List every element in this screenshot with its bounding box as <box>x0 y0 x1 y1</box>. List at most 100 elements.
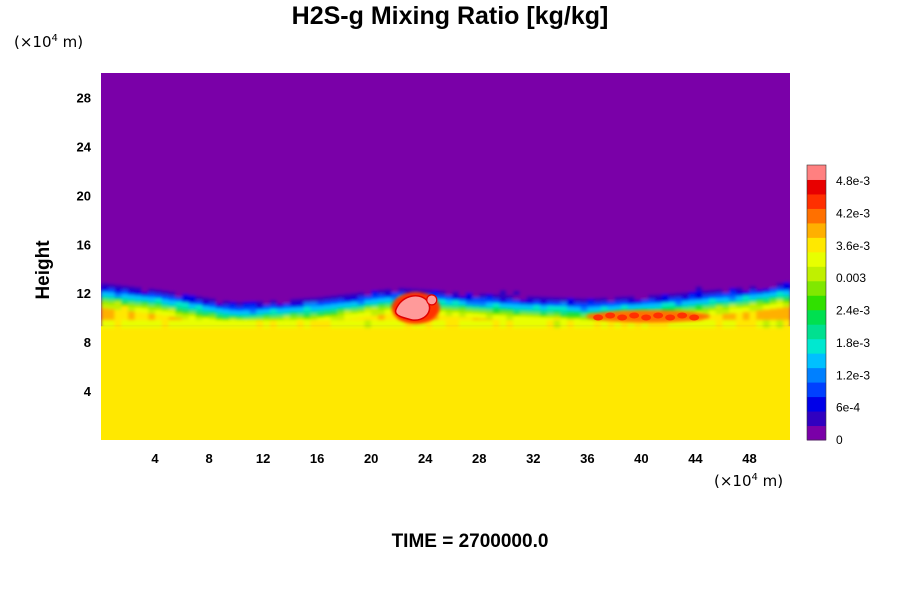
field-cell <box>749 294 757 300</box>
field-cell <box>242 297 251 303</box>
field-cell <box>526 304 534 310</box>
colorbar-swatch <box>807 382 826 398</box>
field-cell <box>675 292 683 298</box>
field-cell <box>377 320 386 329</box>
spot-fleck <box>653 312 664 319</box>
field-cell <box>499 314 507 321</box>
field-cell <box>283 320 291 329</box>
field-cell <box>438 299 447 305</box>
field-cell <box>256 309 264 315</box>
field-cell <box>155 285 163 291</box>
field-cell <box>540 300 548 306</box>
field-cell <box>614 296 622 302</box>
field-cell <box>722 297 730 303</box>
field-cell <box>323 304 332 310</box>
field-cell <box>708 320 717 329</box>
colorbar-swatch <box>807 411 826 427</box>
field-cell <box>492 290 501 295</box>
field-cell <box>519 304 528 310</box>
field-cell <box>681 305 690 310</box>
field-cell <box>195 296 203 302</box>
field-cell <box>729 313 737 321</box>
field-cell <box>506 295 514 301</box>
field-cell <box>269 308 278 314</box>
field-cell <box>195 316 203 322</box>
field-cell <box>249 317 257 323</box>
field-cell <box>722 284 730 290</box>
field-cell <box>553 293 561 298</box>
field-cell <box>107 300 116 305</box>
field-cell <box>222 317 230 322</box>
field-cell <box>492 298 501 304</box>
field-cell <box>506 303 514 309</box>
field-cell <box>141 320 149 329</box>
colorbar-swatch <box>807 179 826 195</box>
field-cell <box>148 305 156 310</box>
field-cell <box>229 314 237 319</box>
field-cell <box>668 293 676 299</box>
field-cell <box>290 311 298 317</box>
field-cell <box>567 310 575 316</box>
field-cell <box>567 306 575 312</box>
spot-fleck <box>641 314 652 321</box>
field-cell <box>783 290 790 296</box>
field-cell <box>323 316 332 322</box>
field-cell <box>715 297 724 303</box>
spot-core <box>426 294 438 306</box>
field-cell <box>128 299 136 304</box>
field-cell <box>391 283 399 289</box>
field-cell <box>702 306 710 312</box>
field-cell <box>290 303 298 309</box>
field-cell <box>580 302 588 308</box>
field-cell <box>627 296 636 301</box>
field-cell <box>722 292 730 298</box>
x-tick-label: 16 <box>310 451 324 466</box>
field-cell <box>310 293 318 299</box>
field-cell <box>418 285 426 290</box>
field-cell <box>681 296 690 302</box>
field-cell <box>776 307 784 321</box>
field-cell <box>384 297 393 303</box>
field-cell <box>411 320 420 329</box>
field-cell <box>641 290 649 296</box>
field-cell <box>391 296 399 302</box>
field-cell <box>364 299 372 305</box>
field-cell <box>526 300 534 306</box>
field-cell <box>783 298 790 303</box>
field-cell <box>357 300 366 306</box>
field-cell <box>695 320 703 329</box>
colorbar-swatch <box>807 222 826 238</box>
field-cell <box>296 302 305 308</box>
field-cell <box>452 308 460 313</box>
field-cell <box>708 298 717 304</box>
field-cell <box>350 297 359 303</box>
field-cell <box>269 304 278 310</box>
field-cell <box>404 320 413 329</box>
colorbar-swatch <box>807 324 826 340</box>
field-cell <box>242 320 251 329</box>
field-cell <box>195 312 203 317</box>
field-cell <box>688 287 697 293</box>
field-cell <box>715 284 724 290</box>
field-cell <box>195 291 203 297</box>
field-cell <box>648 290 656 296</box>
field-cell <box>229 297 237 303</box>
field-cell <box>222 304 230 310</box>
field-cell <box>128 320 136 329</box>
field-cell <box>708 294 717 299</box>
field-cell <box>533 304 541 310</box>
field-cell <box>634 291 642 297</box>
field-cell <box>681 320 690 329</box>
field-cell <box>148 284 156 290</box>
field-cell <box>742 295 751 301</box>
field-cell <box>715 320 724 329</box>
field-cell <box>114 293 122 299</box>
field-cell <box>715 302 724 307</box>
field-cell <box>371 307 379 312</box>
field-cell <box>506 320 514 329</box>
field-cell <box>236 297 244 303</box>
field-cell <box>479 309 487 315</box>
field-cell <box>182 289 190 295</box>
field-cell <box>756 280 764 286</box>
field-cell <box>573 314 582 320</box>
